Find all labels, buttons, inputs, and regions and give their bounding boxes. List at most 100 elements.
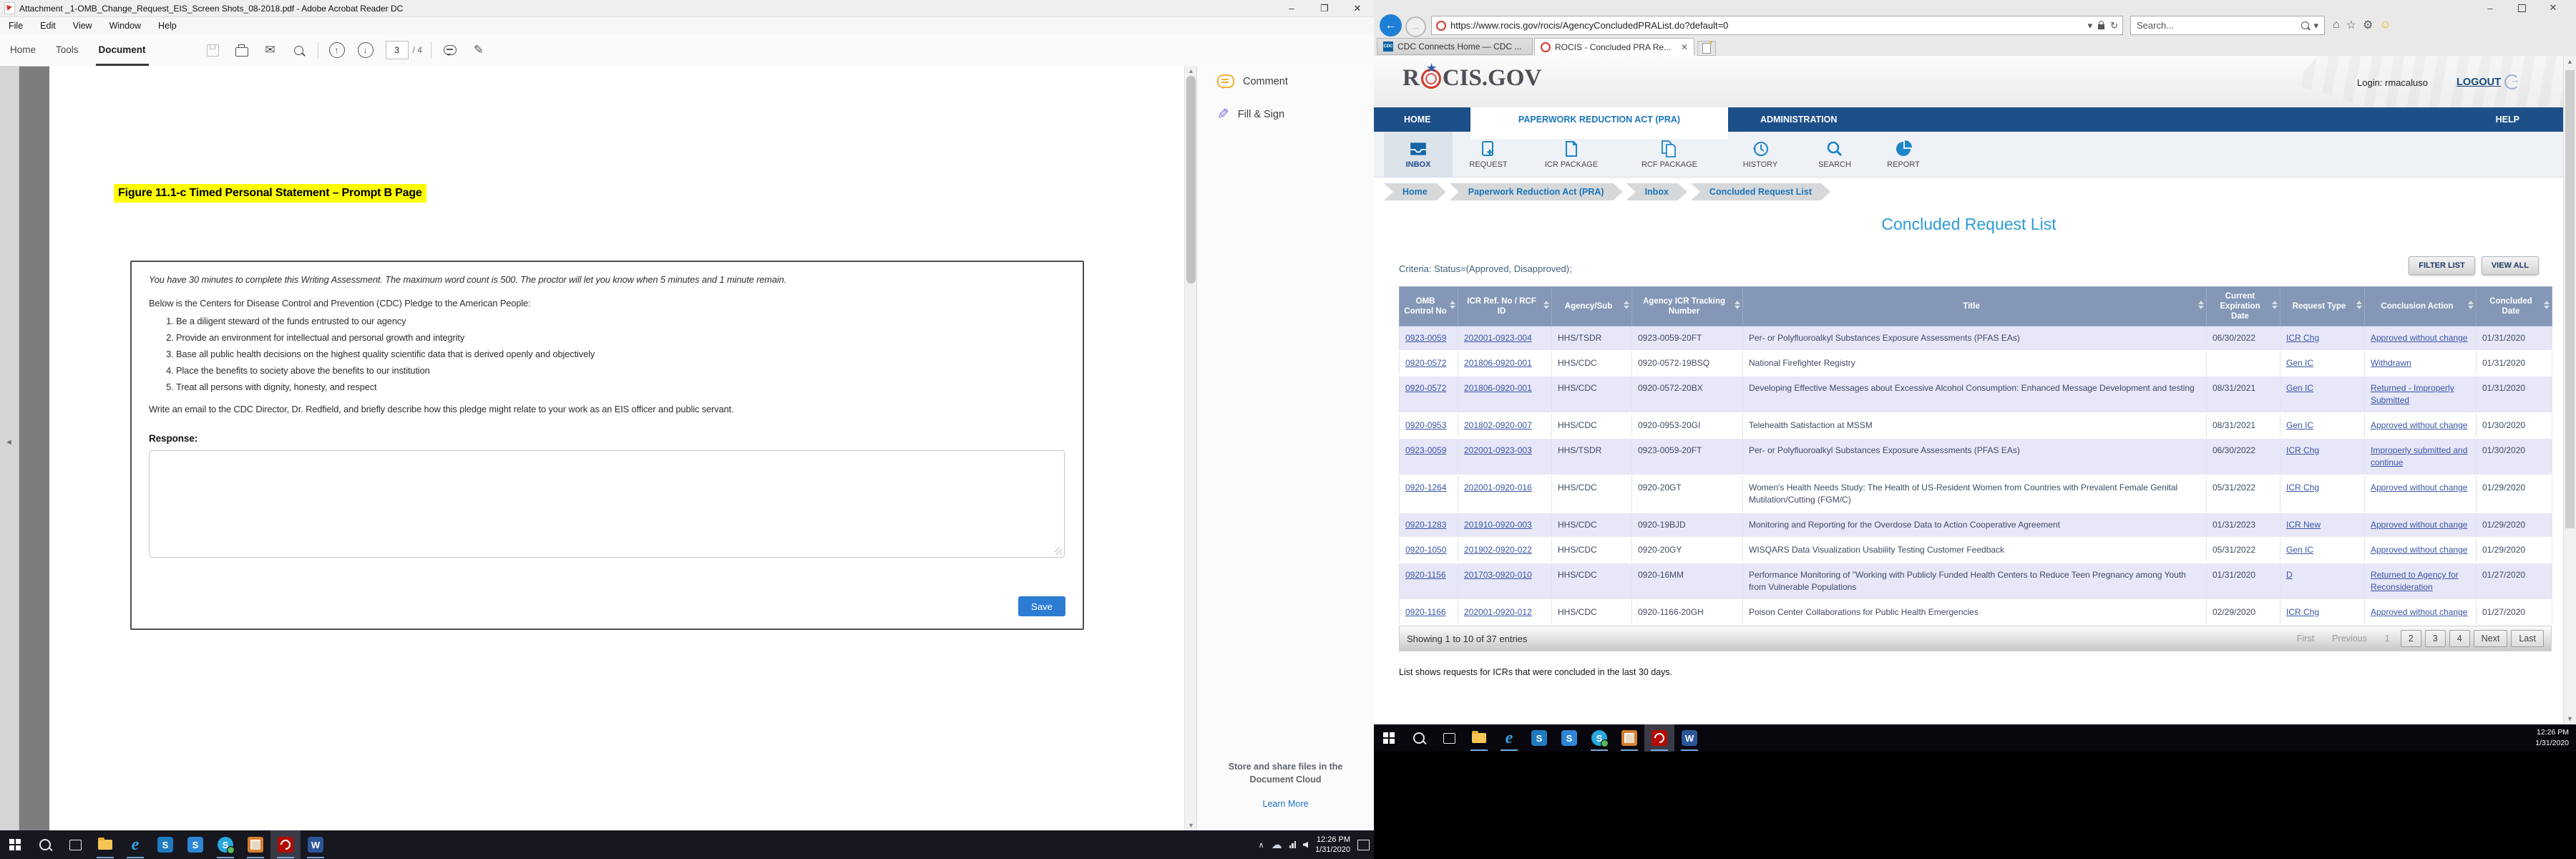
sharepoint-icon[interactable]: S xyxy=(150,830,180,859)
cell-link[interactable]: Withdrawn xyxy=(2371,358,2411,368)
tab-document[interactable]: Document xyxy=(89,34,156,66)
acrobat-icon[interactable] xyxy=(1644,724,1674,752)
cell-link[interactable]: 0923-0059 xyxy=(1405,333,1447,343)
cell-link[interactable]: Approved without change xyxy=(2371,520,2468,530)
menu-inbox[interactable]: INBOX xyxy=(1384,132,1453,177)
sharepoint-icon[interactable]: S xyxy=(1554,724,1584,752)
cell-link[interactable]: Approved without change xyxy=(2371,333,2468,343)
sort-icons[interactable] xyxy=(1735,301,1740,309)
nav-pra-active[interactable]: PAPERWORK REDUCTION ACT (PRA) xyxy=(1470,107,1728,139)
new-tab-button[interactable] xyxy=(1697,39,1716,56)
cell-link[interactable]: 0920-1283 xyxy=(1405,520,1447,530)
cell-link[interactable]: Gen IC xyxy=(2286,358,2314,368)
cell-link[interactable]: ICR Chg xyxy=(2286,333,2320,343)
menu-rcf-package[interactable]: RCF PACKAGE xyxy=(1619,132,1720,177)
start-button[interactable] xyxy=(1374,724,1404,752)
sort-icons[interactable] xyxy=(2468,301,2474,309)
cell-link[interactable]: 201902-0920-022 xyxy=(1464,545,1532,555)
cell-link[interactable]: 0920-0953 xyxy=(1405,420,1447,430)
tab-home[interactable]: Home xyxy=(10,44,36,55)
cell-link[interactable]: 0920-0572 xyxy=(1405,383,1447,393)
sort-icons[interactable] xyxy=(2198,301,2204,309)
email-icon[interactable]: ✉ xyxy=(265,43,275,57)
menu-history[interactable]: HISTORY xyxy=(1720,132,1800,177)
col-icr-ref-no[interactable]: ICR Ref. No / RCF ID xyxy=(1458,286,1552,326)
scroll-down-icon[interactable]: ▼ xyxy=(2567,715,2573,722)
menu-edit[interactable]: Edit xyxy=(40,21,56,31)
word-icon[interactable]: W xyxy=(1674,724,1704,752)
page-button-next[interactable]: Next xyxy=(2473,630,2508,647)
tab-tools[interactable]: Tools xyxy=(56,44,79,55)
col-concluded-date[interactable]: Concluded Date xyxy=(2476,286,2552,326)
page-button-3[interactable]: 3 xyxy=(2424,630,2446,647)
page-button-last[interactable]: Last xyxy=(2511,630,2544,647)
word-icon[interactable]: W xyxy=(301,830,331,859)
document-scrollbar[interactable]: ▲ ▼ xyxy=(1184,66,1197,830)
menu-search[interactable]: SEARCH xyxy=(1800,132,1869,177)
menu-icr-package[interactable]: ICR PACKAGE xyxy=(1524,132,1619,177)
cell-link[interactable]: 202001-0923-003 xyxy=(1464,445,1532,455)
url-dropdown-icon[interactable]: ▾ xyxy=(2087,19,2093,31)
next-page-icon[interactable]: ↓ xyxy=(351,39,380,61)
scroll-up-icon[interactable]: ▲ xyxy=(2567,58,2573,65)
sort-icons[interactable] xyxy=(2272,301,2278,309)
nav-administration[interactable]: ADMINISTRATION xyxy=(1760,115,1838,125)
taskbar-clock[interactable]: 12:26 PM 1/31/2020 xyxy=(2535,727,2569,749)
settings-gear-icon[interactable]: ⚙ xyxy=(2363,19,2373,31)
task-view-icon[interactable] xyxy=(60,830,90,859)
sort-icons[interactable] xyxy=(2544,301,2550,309)
pencil-tool-icon[interactable]: ✎ xyxy=(473,43,484,57)
favorites-star-icon[interactable]: ☆ xyxy=(2346,19,2357,31)
cell-link[interactable]: Improperly submitted and continue xyxy=(2371,445,2468,467)
menu-view[interactable]: View xyxy=(72,21,92,31)
cell-link[interactable]: 0920-1264 xyxy=(1405,482,1447,492)
filter-list-button[interactable]: FILTER LIST xyxy=(2409,256,2475,275)
cell-link[interactable]: 202001-0920-012 xyxy=(1464,607,1532,617)
cell-link[interactable]: 202001-0920-016 xyxy=(1464,482,1532,492)
view-all-button[interactable]: VIEW ALL xyxy=(2481,256,2539,275)
scrollbar-thumb[interactable] xyxy=(2565,70,2575,528)
fill-sign-panel-item[interactable]: ✎ Fill & Sign xyxy=(1197,97,1374,132)
cell-link[interactable]: Gen IC xyxy=(2286,545,2314,555)
cell-link[interactable]: 0920-1166 xyxy=(1405,607,1446,617)
page-button-2[interactable]: 2 xyxy=(2400,630,2421,647)
acrobat-icon[interactable] xyxy=(270,830,301,859)
learn-more-link[interactable]: Learn More xyxy=(1262,799,1309,809)
comment-panel-item[interactable]: Comment xyxy=(1197,66,1374,97)
nav-help[interactable]: HELP xyxy=(2495,115,2519,125)
cell-link[interactable]: 201806-0920-001 xyxy=(1464,383,1532,393)
search-dropdown-icon[interactable]: ▾ xyxy=(2313,19,2318,31)
menu-file[interactable]: File xyxy=(9,21,24,31)
response-textarea[interactable] xyxy=(149,450,1065,558)
volume-icon[interactable] xyxy=(1303,841,1309,848)
sort-icons[interactable] xyxy=(1450,301,1455,309)
col-title[interactable]: Title xyxy=(1742,286,2207,326)
navigation-pane-strip[interactable]: ◄ xyxy=(0,66,19,830)
cell-link[interactable]: Returned to Agency for Reconsideration xyxy=(2371,570,2459,592)
cell-link[interactable]: Returned - Improperly Submitted xyxy=(2371,383,2454,405)
col-tracking-number[interactable]: Agency ICR Tracking Number xyxy=(1631,286,1743,326)
sort-icons[interactable] xyxy=(2356,301,2362,309)
cell-link[interactable]: 202001-0923-004 xyxy=(1464,333,1532,343)
pane-toggle-icon[interactable]: ◄ xyxy=(5,438,13,447)
sort-icons[interactable] xyxy=(1543,301,1549,309)
page-scrollbar[interactable]: ▲ ▼ xyxy=(2563,56,2576,724)
cell-link[interactable]: D xyxy=(2286,570,2293,580)
search-box[interactable]: Search... ▾ xyxy=(2130,16,2325,35)
internet-explorer-icon[interactable]: e xyxy=(1494,724,1524,752)
crumb-inbox[interactable]: Inbox xyxy=(1626,183,1687,200)
refresh-icon[interactable]: ↻ xyxy=(2110,19,2118,31)
taskbar-search-icon[interactable] xyxy=(30,830,60,859)
cell-link[interactable]: Gen IC xyxy=(2286,383,2314,393)
cell-link[interactable]: 0920-1050 xyxy=(1405,545,1447,555)
back-button[interactable]: ← xyxy=(1380,14,1402,37)
cell-link[interactable]: 0920-1156 xyxy=(1405,570,1446,580)
col-omb-control-no[interactable]: OMB Control No xyxy=(1399,286,1458,326)
cell-link[interactable]: ICR New xyxy=(2286,520,2321,530)
cell-link[interactable]: 201703-0920-010 xyxy=(1464,570,1532,580)
sort-icons[interactable] xyxy=(1624,301,1629,309)
cell-link[interactable]: 0923-0059 xyxy=(1405,445,1447,455)
taskbar-clock[interactable]: 12:26 PM 1/31/2020 xyxy=(1315,835,1350,855)
tab-close-icon[interactable]: ✕ xyxy=(1680,42,1688,52)
col-agency-sub[interactable]: Agency/Sub xyxy=(1551,286,1632,326)
